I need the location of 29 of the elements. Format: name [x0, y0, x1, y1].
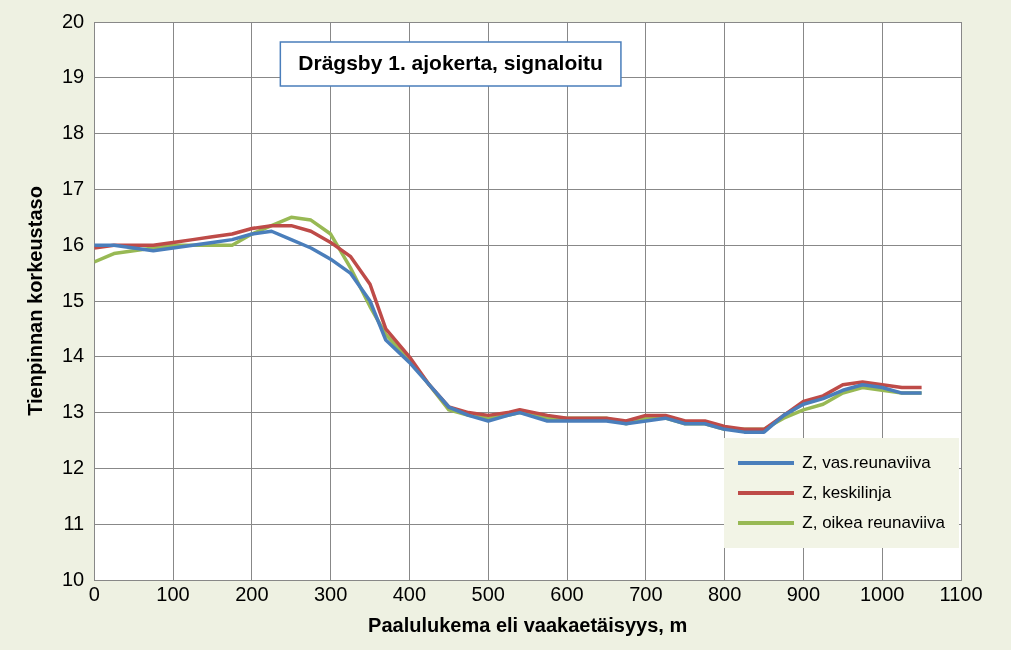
y-tick-label: 11: [63, 511, 85, 534]
y-tick-label: 19: [62, 65, 85, 88]
x-tick-label: 1100: [939, 582, 983, 605]
y-tick-label: 15: [62, 288, 85, 311]
x-tick-label: 700: [629, 582, 663, 605]
y-tick-label: 12: [62, 455, 85, 478]
text: Drägsby 1. ajokerta, signaloitu: [298, 50, 603, 74]
x-axis-title: Paalulukema eli vaakaetäisyys, m: [368, 613, 688, 636]
x-tick-label: 100: [156, 582, 190, 605]
x-tick-label: 900: [786, 582, 821, 605]
y-tick-label: 18: [62, 121, 85, 144]
legend-label: Z, keskilinja: [802, 483, 892, 503]
y-tick-label: 10: [62, 567, 85, 590]
x-tick-label: 400: [392, 582, 427, 605]
x-tick-label: 200: [235, 582, 269, 605]
x-tick-label: 500: [471, 582, 505, 605]
x-tick-label: 800: [707, 582, 742, 605]
x-tick-label: 1000: [859, 582, 905, 605]
y-tick-label: 13: [62, 400, 85, 423]
legend-label: Z, vas.reunaviiva: [802, 453, 931, 473]
x-tick-label: 0: [88, 582, 100, 605]
y-axis-title: Tienpinnan korkeustaso: [23, 186, 46, 416]
y-tick-label: 20: [62, 9, 85, 32]
x-tick-label: 600: [550, 582, 584, 605]
y-tick-label: 14: [62, 344, 85, 367]
y-tick-label: 17: [62, 176, 85, 199]
x-tick-label: 300: [313, 582, 348, 605]
y-tick-label: 16: [62, 232, 85, 255]
legend-label: Z, oikea reunaviiva: [802, 513, 945, 533]
